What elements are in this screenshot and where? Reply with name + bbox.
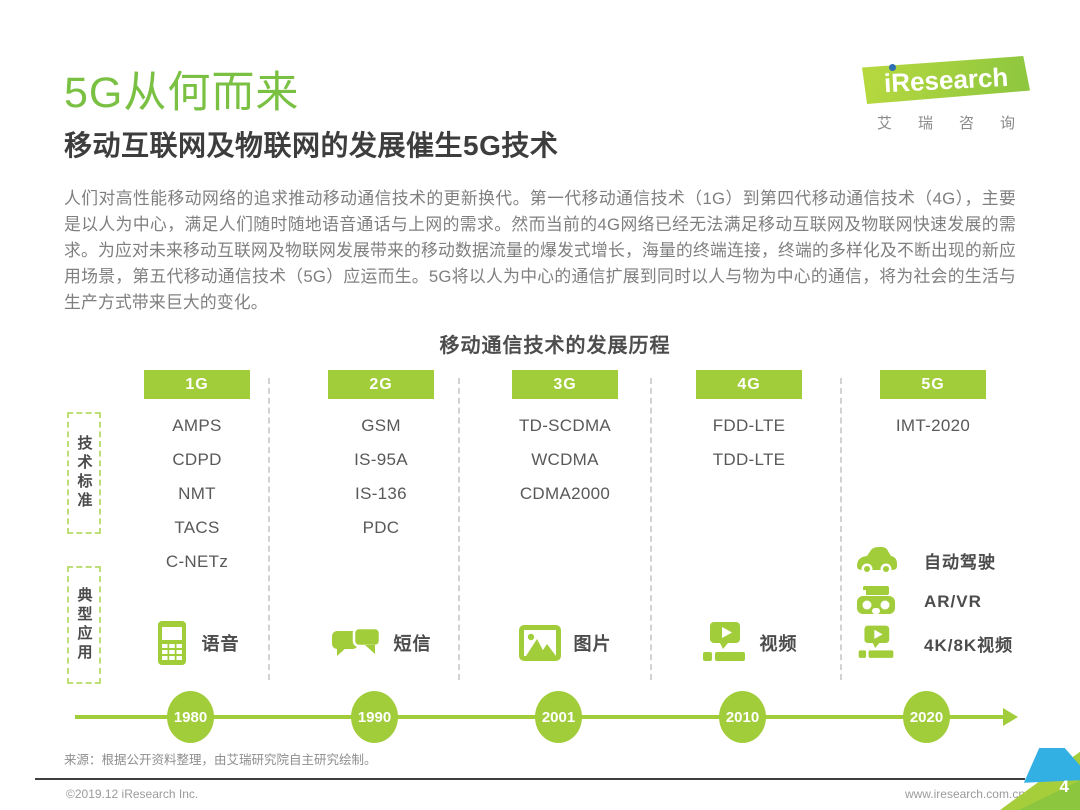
standard-item: WCDMA <box>531 450 599 469</box>
generation-header-4g: 4G <box>696 370 802 399</box>
generation-column-1g: 1G AMPS CDPD NMT TACS C-NETz <box>105 370 289 579</box>
application-5g-driving: 自动驾驶 <box>854 541 1064 579</box>
standard-item: CDMA2000 <box>519 484 611 503</box>
standard-item: IS-95A <box>354 450 408 469</box>
application-label: 图片 <box>573 634 612 654</box>
page-title: 5G从何而来 <box>64 69 300 117</box>
video-icon <box>854 625 898 661</box>
footer-website: www.iresearch.com.cn <box>904 787 1025 801</box>
standard-item: CDPD <box>172 450 222 469</box>
standard-item: NMT <box>178 484 216 503</box>
application-label: AR/VR <box>924 592 982 611</box>
standards-list-1g: AMPS CDPD NMT TACS C-NETz <box>105 409 289 579</box>
column-divider <box>650 378 652 680</box>
standards-list-3g: TD-SCDMA WCDMA CDMA2000 <box>473 409 657 511</box>
standard-item: IS-136 <box>355 484 407 503</box>
standard-item: FDD-LTE <box>712 416 786 435</box>
source-note: 来源：根据公开资料整理，由艾瑞研究院自主研究绘制。 <box>64 753 377 767</box>
application-label: 4K/8K视频 <box>924 635 1014 655</box>
generation-header-2g: 2G <box>328 370 434 399</box>
generation-column-3g: 3G TD-SCDMA WCDMA CDMA2000 <box>473 370 657 511</box>
standard-item: IMT-2020 <box>895 416 971 435</box>
generation-header-1g: 1G <box>144 370 250 399</box>
sms-bubbles-icon <box>331 624 381 662</box>
row-label-standards: 技术标准 <box>67 412 101 534</box>
logo-i-dot <box>889 64 896 71</box>
application-4g: 视频 <box>657 614 841 672</box>
logo-chinese-name: 艾瑞咨询 <box>877 115 1042 132</box>
timeline-arrowhead-icon <box>1003 708 1018 726</box>
standards-list-2g: GSM IS-95A IS-136 PDC <box>289 409 473 545</box>
generation-column-2g: 2G GSM IS-95A IS-136 PDC <box>289 370 473 545</box>
application-label: 语音 <box>201 634 240 654</box>
standard-item: TD-SCDMA <box>518 416 612 435</box>
logo-banner: iResearch <box>862 56 1030 104</box>
page-subtitle: 移动互联网及物联网的发展催生5G技术 <box>64 130 559 161</box>
standards-list-5g: IMT-2020 <box>841 409 1025 443</box>
intro-paragraph: 人们对高性能移动网络的追求推动移动通信技术的更新换代。第一代移动通信技术（1G）… <box>64 189 1016 312</box>
picture-icon <box>518 625 561 661</box>
application-1g: 语音 <box>105 614 289 672</box>
application-2g: 短信 <box>289 614 473 672</box>
page-corner-decoration: 4 <box>995 748 1080 810</box>
timeline-year-1980: 1980 <box>167 691 214 743</box>
generation-column-5g: 5G IMT-2020 <box>841 370 1025 443</box>
timeline-year-2010: 2010 <box>719 691 766 743</box>
standard-item: TACS <box>174 518 220 537</box>
page-number: 4 <box>1059 777 1069 796</box>
vr-goggles-icon <box>854 586 898 618</box>
footer-copyright: ©2019.12 iResearch Inc. <box>66 787 199 801</box>
column-divider <box>458 378 460 680</box>
standard-item: GSM <box>361 416 401 435</box>
timeline-year-2001: 2001 <box>535 691 582 743</box>
generation-header-5g: 5G <box>880 370 986 399</box>
generation-header-3g: 3G <box>512 370 618 399</box>
generation-column-4g: 4G FDD-LTE TDD-LTE <box>657 370 841 477</box>
standard-item: TDD-LTE <box>712 450 786 469</box>
timeline-year-1990: 1990 <box>351 691 398 743</box>
standard-item: C-NETz <box>165 552 229 571</box>
logo-brand-text: iResearch <box>883 61 1009 98</box>
diagram-title: 移动通信技术的发展历程 <box>439 335 671 357</box>
footer-divider <box>35 778 1025 780</box>
iresearch-logo: iResearch 艾瑞咨询 <box>862 52 1032 132</box>
application-label: 自动驾驶 <box>924 552 996 572</box>
standard-item: PDC <box>362 518 400 537</box>
mobile-phone-icon <box>155 620 189 666</box>
application-label: 视频 <box>759 634 798 654</box>
standard-item: AMPS <box>172 416 222 435</box>
application-label: 短信 <box>393 634 432 654</box>
video-icon <box>701 622 747 664</box>
application-3g: 图片 <box>473 614 657 672</box>
column-divider <box>840 378 842 680</box>
application-5g-arvr: AR/VR <box>854 583 1064 621</box>
car-icon <box>854 545 898 575</box>
timeline-year-2020: 2020 <box>903 691 950 743</box>
standards-list-4g: FDD-LTE TDD-LTE <box>657 409 841 477</box>
application-5g-video: 4K/8K视频 <box>854 624 1064 662</box>
column-divider <box>268 378 270 680</box>
row-label-applications: 典型应用 <box>67 566 101 684</box>
